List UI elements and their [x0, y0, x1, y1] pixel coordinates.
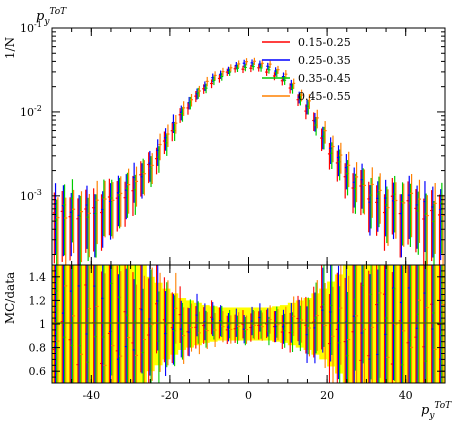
- main-axis-title: pyToT: [36, 7, 67, 27]
- main-y-tick-label: 10-2: [20, 104, 42, 119]
- ratio-x-axis-title: pyToT: [421, 401, 452, 421]
- main-y-label: 1/N: [3, 37, 17, 59]
- ratio-x-tick-label: 20: [320, 389, 334, 402]
- legend-entry-label: 0.15-0.25: [298, 36, 351, 49]
- main-y-ticks: 10-1 10-2 10-3: [20, 20, 446, 265]
- main-y-tick-label: 10-1: [20, 20, 42, 35]
- ratio-x-tick-label: 40: [399, 389, 413, 402]
- ratio-y-tick-label: 1: [39, 318, 46, 331]
- ratio-y-label: MC/data: [3, 272, 17, 324]
- ratio-y-tick-label: 1.4: [29, 271, 47, 284]
- ratio-panel: 0.6 0.8 1 1.2 1.4 -40 -20 0 20 40: [29, 264, 446, 402]
- ratio-y-tick-label: 1.2: [29, 294, 47, 307]
- main-y-tick-label: 10-3: [20, 188, 42, 203]
- ratio-y-ticks: 0.6 0.8 1 1.2 1.4: [29, 264, 445, 384]
- legend-entry-label: 0.45-0.55: [298, 90, 351, 103]
- main-panel: 10-1 10-2 10-3 0.15-0.25 0.25-0.35 0.35-0.45…: [20, 20, 446, 266]
- ratio-x-tick-label: 0: [245, 389, 252, 402]
- legend: 0.15-0.25 0.25-0.35 0.35-0.45 0.45-0.55: [262, 36, 351, 103]
- ratio-points: [52, 265, 445, 383]
- ratio-y-tick-label: 0.8: [29, 342, 47, 355]
- ratio-x-tick-label: -20: [161, 389, 179, 402]
- legend-entry-label: 0.25-0.35: [298, 54, 351, 67]
- ratio-x-ticks: -40 -20 0 20 40: [51, 265, 446, 402]
- ratio-y-tick-label: 0.6: [29, 365, 47, 378]
- legend-entry-label: 0.35-0.45: [298, 72, 351, 85]
- ratio-x-tick-label: -40: [82, 389, 100, 402]
